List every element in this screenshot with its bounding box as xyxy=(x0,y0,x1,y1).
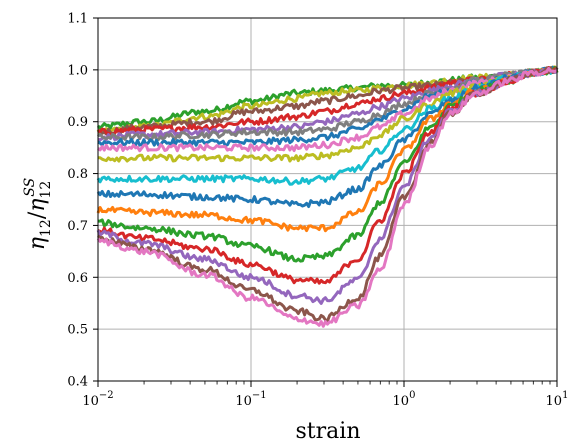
y-label-den-sub: 12 xyxy=(38,181,54,199)
x-tick-exponent: 0 xyxy=(409,390,415,401)
y-tick-label: 0.4 xyxy=(67,375,88,390)
y-label-den: η xyxy=(25,199,50,212)
x-tick-label: 100 xyxy=(393,390,416,409)
x-tick-exponent: 1 xyxy=(562,390,568,401)
series-line-6 xyxy=(98,69,557,140)
x-tick-exponent: −2 xyxy=(99,390,114,401)
y-label-main-sub: 12 xyxy=(38,219,54,237)
y-tick-label: 1.1 xyxy=(67,12,88,27)
y-tick-label: 0.6 xyxy=(67,271,88,286)
y-tick-label: 0.9 xyxy=(67,115,88,130)
x-tick-label: 101 xyxy=(546,390,569,409)
x-tick-base: 10 xyxy=(393,394,410,409)
x-tick-label: 10−2 xyxy=(82,390,113,409)
grid-lines xyxy=(98,18,557,381)
y-tick-label: 0.7 xyxy=(67,219,88,234)
y-tick-label: 1.0 xyxy=(67,63,88,78)
x-tick-base: 10 xyxy=(82,394,99,409)
x-axis-label: strain xyxy=(296,419,361,443)
y-axis-label: η12/η12SS xyxy=(22,178,54,250)
y-label-main: η xyxy=(25,237,50,250)
series-line-15 xyxy=(98,70,557,304)
x-tick-label: 10−1 xyxy=(235,390,266,409)
x-tick-base: 10 xyxy=(546,394,563,409)
x-tick-base: 10 xyxy=(235,394,252,409)
y-tick-label: 0.8 xyxy=(67,167,88,182)
x-tick-exponent: −1 xyxy=(252,390,267,401)
plot-frame xyxy=(98,18,557,381)
series-lines xyxy=(98,67,557,326)
series-line-13 xyxy=(98,68,557,262)
y-label-den-sup: SS xyxy=(22,178,38,197)
y-tick-label: 0.5 xyxy=(67,323,88,338)
